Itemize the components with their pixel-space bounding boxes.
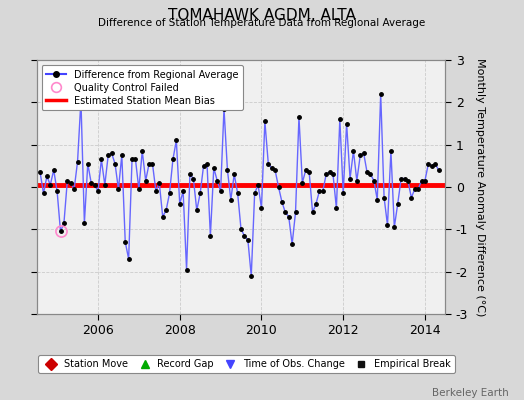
Text: TOMAHAWK AGDM, ALTA: TOMAHAWK AGDM, ALTA [168, 8, 356, 23]
Y-axis label: Monthly Temperature Anomaly Difference (°C): Monthly Temperature Anomaly Difference (… [475, 58, 485, 316]
Text: Difference of Station Temperature Data from Regional Average: Difference of Station Temperature Data f… [99, 18, 425, 28]
Text: Berkeley Earth: Berkeley Earth [432, 388, 508, 398]
Legend: Difference from Regional Average, Quality Control Failed, Estimated Station Mean: Difference from Regional Average, Qualit… [41, 65, 243, 110]
Legend: Station Move, Record Gap, Time of Obs. Change, Empirical Break: Station Move, Record Gap, Time of Obs. C… [38, 355, 455, 373]
